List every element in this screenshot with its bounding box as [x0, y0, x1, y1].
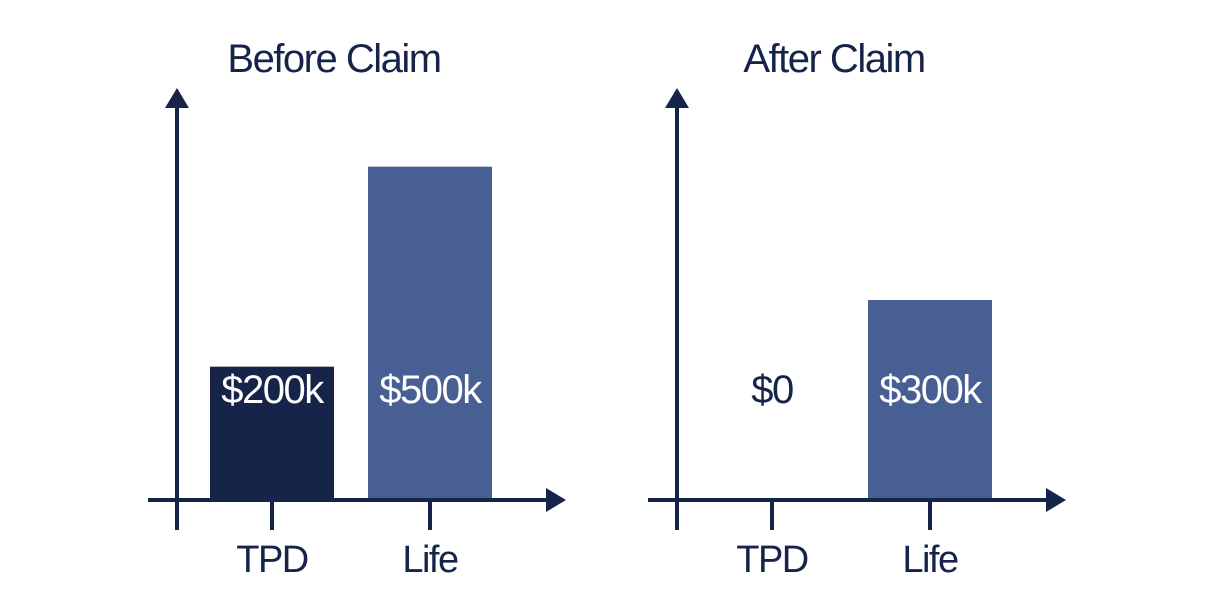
bar-value-label: $200k	[221, 368, 325, 412]
x-axis-arrow-icon	[1046, 488, 1066, 512]
y-axis-arrow-icon	[165, 88, 189, 108]
x-tick-label: Life	[402, 539, 458, 581]
bar-life	[868, 300, 992, 500]
bar-value-label: $0	[751, 368, 793, 412]
chart-title: After Claim	[743, 37, 924, 81]
chart-title: Before Claim	[227, 37, 440, 81]
bar-value-label: $500k	[379, 368, 483, 412]
x-axis-arrow-icon	[546, 488, 566, 512]
x-tick-label: Life	[902, 539, 958, 581]
bar-value-label: $300k	[879, 368, 983, 412]
bar-tpd	[210, 366, 334, 500]
y-axis-arrow-icon	[665, 88, 689, 108]
chart-panel-1: Before Claim $200k $500k TPD Life	[148, 37, 566, 581]
x-tick-label: TPD	[736, 539, 808, 581]
bar-life	[368, 166, 492, 500]
x-tick-label: TPD	[236, 539, 308, 581]
chart-panel-2: After Claim $0 $300k TPD Life	[648, 37, 1066, 581]
